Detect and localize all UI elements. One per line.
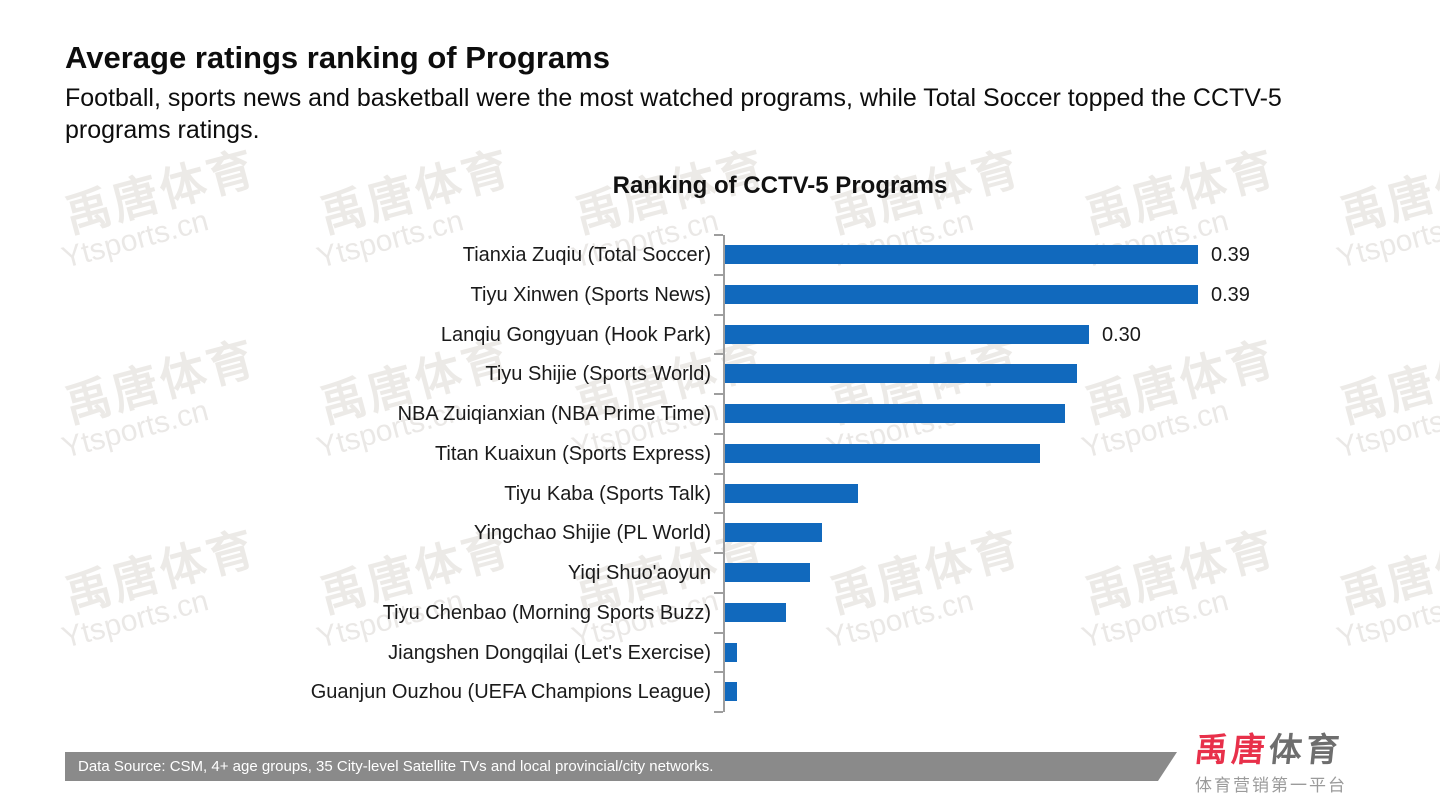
value-label: 0.39 xyxy=(1211,283,1250,306)
bar xyxy=(725,523,822,543)
value-label: 0.39 xyxy=(1211,244,1250,266)
bar xyxy=(725,284,1198,304)
axis-tick xyxy=(714,512,723,515)
bar xyxy=(725,443,1040,463)
bar-row: Yiqi Shuo'aoyun xyxy=(165,553,1395,593)
logo-tagline: 体育营销第一平台 xyxy=(1195,776,1347,795)
category-label: Tiyu Kaba (Sports Talk) xyxy=(504,482,711,505)
plot-area: Tianxia Zuqiu (Total Soccer) 0.39 Tiyu Xin… xyxy=(165,172,1395,717)
source-bar: Data Source: CSM, 4+ age groups, 35 City… xyxy=(65,752,1177,781)
brand-logo-wordmark: 禹唐体育 xyxy=(1193,731,1348,768)
category-label: Titan Kuaixun (Sports Express) xyxy=(434,442,711,465)
value-label: 0.30 xyxy=(1102,323,1141,346)
bar-row: NBA Zuiqianxian (NBA Prime Time) xyxy=(165,394,1395,434)
bar-row: Lanqiu Gongyuan (Hook Park) 0.30 xyxy=(165,315,1395,355)
category-label: NBA Zuiqianxian (NBA Prime Time) xyxy=(397,403,711,425)
category-label: Tiyu Xinwen (Sports News) xyxy=(470,283,711,306)
bar-row: Tiyu Kaba (Sports Talk) xyxy=(165,474,1395,514)
bar-row: Tiyu Shijie (Sports World) xyxy=(165,354,1395,394)
bar xyxy=(725,245,1198,264)
category-label: Yiqi Shuo'aoyun xyxy=(567,562,711,584)
axis-tick xyxy=(714,591,723,594)
axis-tick xyxy=(714,393,723,395)
source-text: Data Source: CSM, 4+ age groups, 35 City… xyxy=(78,758,714,775)
bar-row: Tianxia Zuqiu (Total Soccer) 0.39 xyxy=(165,235,1395,275)
bar xyxy=(725,483,858,503)
bar-row: Tiyu Xinwen (Sports News) 0.39 xyxy=(165,275,1395,315)
category-label: Guanjun Ouzhou (UEFA Champions League) xyxy=(310,681,711,704)
bar-chart: Ranking of CCTV-5 Programs Tianxia Zuqiu… xyxy=(165,172,1395,717)
logo-brand-red: 禹唐 xyxy=(1193,731,1271,768)
bar-row: Tiyu Chenbao (Morning Sports Buzz) xyxy=(165,593,1395,633)
axis-tick xyxy=(714,671,723,674)
axis-tick xyxy=(714,234,723,236)
bar xyxy=(725,642,737,662)
bar xyxy=(725,404,1065,423)
category-label: Tiyu Shijie (Sports World) xyxy=(485,363,711,386)
page-title: Average ratings ranking of Programs xyxy=(65,40,610,75)
brand-logo: 禹唐体育 体育营销第一平台 xyxy=(1193,731,1348,796)
bar xyxy=(725,364,1077,384)
bar-row: Titan Kuaixun (Sports Express) xyxy=(165,434,1395,474)
category-label: Jiangshen Dongqilai (Let's Exercise) xyxy=(388,641,711,664)
bar-row: Jiangshen Dongqilai (Let's Exercise) xyxy=(165,633,1395,673)
axis-tick xyxy=(714,273,723,276)
bar xyxy=(725,682,737,702)
bar xyxy=(725,324,1089,344)
bar-row: Yingchao Shijie (PL World) xyxy=(165,513,1395,553)
category-label: Lanqiu Gongyuan (Hook Park) xyxy=(440,323,711,346)
bar xyxy=(725,563,810,582)
category-label: Tiyu Chenbao (Morning Sports Buzz) xyxy=(382,601,711,624)
category-label: Tianxia Zuqiu (Total Soccer) xyxy=(462,244,711,266)
logo-brand-gray: 体育 xyxy=(1267,731,1345,768)
chart-title: Ranking of CCTV-5 Programs xyxy=(612,172,948,199)
axis-tick xyxy=(714,313,723,316)
axis-tick xyxy=(714,353,723,356)
bar xyxy=(725,602,786,622)
axis-tick xyxy=(714,711,723,713)
axis-tick xyxy=(714,432,723,435)
page-subtitle: Football, sports news and basketball wer… xyxy=(65,84,1282,144)
y-axis-line xyxy=(723,235,725,712)
axis-tick xyxy=(714,552,723,554)
axis-tick xyxy=(714,472,723,475)
category-label: Yingchao Shijie (PL World) xyxy=(473,522,711,545)
bar-row: Guanjun Ouzhou (UEFA Champions League) xyxy=(165,672,1395,712)
axis-tick xyxy=(714,631,723,634)
